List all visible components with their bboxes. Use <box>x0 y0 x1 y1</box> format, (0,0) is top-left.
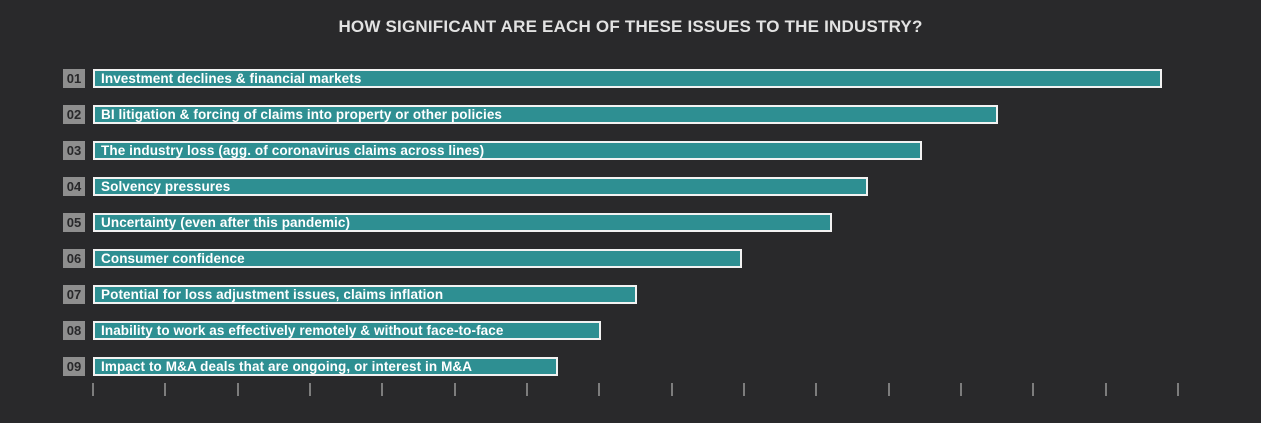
axis-tick <box>598 383 601 396</box>
bar: Uncertainty (even after this pandemic) <box>93 213 832 232</box>
axis-tick <box>164 383 167 396</box>
rank-badge: 03 <box>63 141 85 160</box>
axis-tick <box>887 383 890 396</box>
bar-track: Uncertainty (even after this pandemic) <box>93 213 1178 232</box>
bar: The industry loss (agg. of coronavirus c… <box>93 141 922 160</box>
axis-tick <box>815 383 818 396</box>
bar: Inability to work as effectively remotel… <box>93 321 601 340</box>
bar-label: Consumer confidence <box>101 251 245 266</box>
chart-title: HOW SIGNIFICANT ARE EACH OF THESE ISSUES… <box>338 17 923 36</box>
bar: Potential for loss adjustment issues, cl… <box>93 285 637 304</box>
bar-row-02: 02 BI litigation & forcing of claims int… <box>63 105 1178 124</box>
axis-tick <box>308 383 311 396</box>
bar-row-08: 08 Inability to work as effectively remo… <box>63 321 1178 340</box>
bar-row-07: 07 Potential for loss adjustment issues,… <box>63 285 1178 304</box>
bar-label: BI litigation & forcing of claims into p… <box>101 107 503 122</box>
bar-label: Uncertainty (even after this pandemic) <box>101 215 351 230</box>
axis-tick <box>453 383 456 396</box>
bar-row-06: 06 Consumer confidence <box>63 249 1178 268</box>
bar-rows: 01 Investment declines & financial marke… <box>63 69 1178 393</box>
bar-label: Inability to work as effectively remotel… <box>101 323 504 338</box>
bar-label: Investment declines & financial markets <box>101 71 362 86</box>
axis-tick <box>742 383 745 396</box>
bar-track: Solvency pressures <box>93 177 1178 196</box>
axis-tick <box>670 383 673 396</box>
bar-track: BI litigation & forcing of claims into p… <box>93 105 1178 124</box>
bar-label: Solvency pressures <box>101 179 231 194</box>
rank-badge: 06 <box>63 249 85 268</box>
rank-badge: 08 <box>63 321 85 340</box>
bar-track: The industry loss (agg. of coronavirus c… <box>93 141 1178 160</box>
bar: Consumer confidence <box>93 249 742 268</box>
rank-badge: 05 <box>63 213 85 232</box>
bar: Investment declines & financial markets <box>93 69 1162 88</box>
bar-track: Potential for loss adjustment issues, cl… <box>93 285 1178 304</box>
bar-row-03: 03 The industry loss (agg. of coronaviru… <box>63 141 1178 160</box>
axis-tick <box>1032 383 1035 396</box>
bar: Impact to M&A deals that are ongoing, or… <box>93 357 559 376</box>
axis-tick <box>381 383 384 396</box>
bar-label: The industry loss (agg. of coronavirus c… <box>101 143 485 158</box>
bar-track: Consumer confidence <box>93 249 1178 268</box>
rank-badge: 07 <box>63 285 85 304</box>
x-axis-ticks <box>92 383 1179 396</box>
bar-track: Impact to M&A deals that are ongoing, or… <box>93 357 1178 376</box>
bar-row-05: 05 Uncertainty (even after this pandemic… <box>63 213 1178 232</box>
axis-tick <box>959 383 962 396</box>
axis-tick <box>92 383 94 396</box>
bar-label: Impact to M&A deals that are ongoing, or… <box>101 359 473 374</box>
axis-tick <box>236 383 239 396</box>
bar: BI litigation & forcing of claims into p… <box>93 105 998 124</box>
bar: Solvency pressures <box>93 177 868 196</box>
bar-label: Potential for loss adjustment issues, cl… <box>101 287 444 302</box>
axis-tick <box>1104 383 1107 396</box>
bar-track: Investment declines & financial markets <box>93 69 1178 88</box>
rank-badge: 02 <box>63 105 85 124</box>
rank-badge: 09 <box>63 357 85 376</box>
bar-row-01: 01 Investment declines & financial marke… <box>63 69 1178 88</box>
bar-track: Inability to work as effectively remotel… <box>93 321 1178 340</box>
bar-row-09: 09 Impact to M&A deals that are ongoing,… <box>63 357 1178 376</box>
rank-badge: 01 <box>63 69 85 88</box>
axis-tick <box>525 383 528 396</box>
bar-row-04: 04 Solvency pressures <box>63 177 1178 196</box>
rank-badge: 04 <box>63 177 85 196</box>
axis-tick <box>1176 383 1179 396</box>
